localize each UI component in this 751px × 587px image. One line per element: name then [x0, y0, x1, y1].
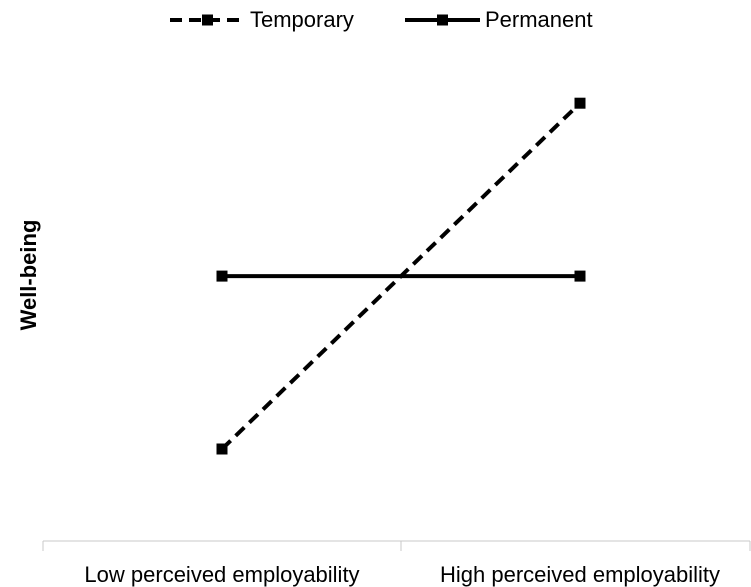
x-tick-label: High perceived employability [440, 562, 720, 587]
series-marker [216, 270, 228, 282]
y-axis-label: Well-being [16, 220, 41, 331]
legend-marker [202, 14, 213, 26]
series-marker [574, 97, 586, 109]
x-tick-label: Low perceived employability [84, 562, 359, 587]
legend-marker [437, 14, 448, 26]
series-marker [574, 270, 586, 282]
series-marker [216, 443, 228, 455]
legend-label: Permanent [485, 7, 593, 32]
legend-label: Temporary [250, 7, 354, 32]
